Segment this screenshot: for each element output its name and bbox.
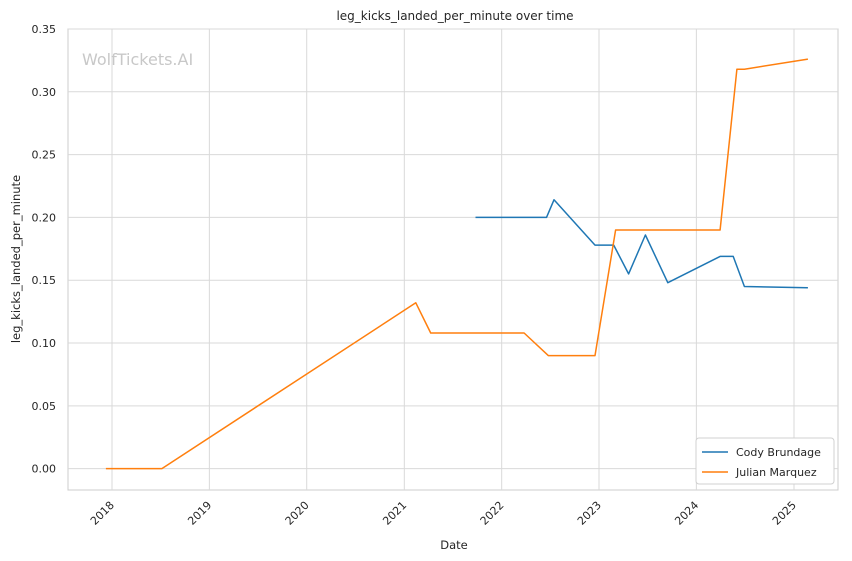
x-tick-label: 2025 xyxy=(770,499,799,528)
legend-box xyxy=(695,437,835,485)
series-line-julian-marquez xyxy=(105,58,809,470)
y-tick-label: 0.00 xyxy=(32,463,57,476)
series-lines xyxy=(105,58,809,470)
x-tick-label: 2019 xyxy=(185,499,214,528)
plot-area xyxy=(67,28,839,491)
y-tick-label: 0.30 xyxy=(32,86,57,99)
legend: Cody Brundage Julian Marquez xyxy=(695,437,835,485)
x-tick-label: 2018 xyxy=(88,499,117,528)
x-tick-label: 2021 xyxy=(380,499,409,528)
x-tick-label: 2020 xyxy=(283,499,312,528)
y-axis-label: leg_kicks_landed_per_minute xyxy=(9,175,23,343)
x-axis-label: Date xyxy=(440,538,468,552)
legend-label-cody-brundage: Cody Brundage xyxy=(736,446,821,459)
y-tick-label: 0.35 xyxy=(32,23,57,36)
watermark: WolfTickets.AI xyxy=(82,50,193,69)
legend-label-julian-marquez: Julian Marquez xyxy=(735,466,817,479)
x-tick-label: 2022 xyxy=(478,499,507,528)
x-tick-label: 2023 xyxy=(575,499,604,528)
chart-title: leg_kicks_landed_per_minute over time xyxy=(336,9,573,23)
y-tick-label: 0.05 xyxy=(32,400,57,413)
y-tick-label: 0.15 xyxy=(32,274,57,287)
y-tick-label: 0.20 xyxy=(32,211,57,224)
y-tick-label: 0.10 xyxy=(32,337,57,350)
series-line-cody-brundage xyxy=(475,199,808,289)
grid xyxy=(68,28,838,490)
y-tick-label: 0.25 xyxy=(32,149,57,162)
x-tick-label: 2024 xyxy=(672,499,701,528)
